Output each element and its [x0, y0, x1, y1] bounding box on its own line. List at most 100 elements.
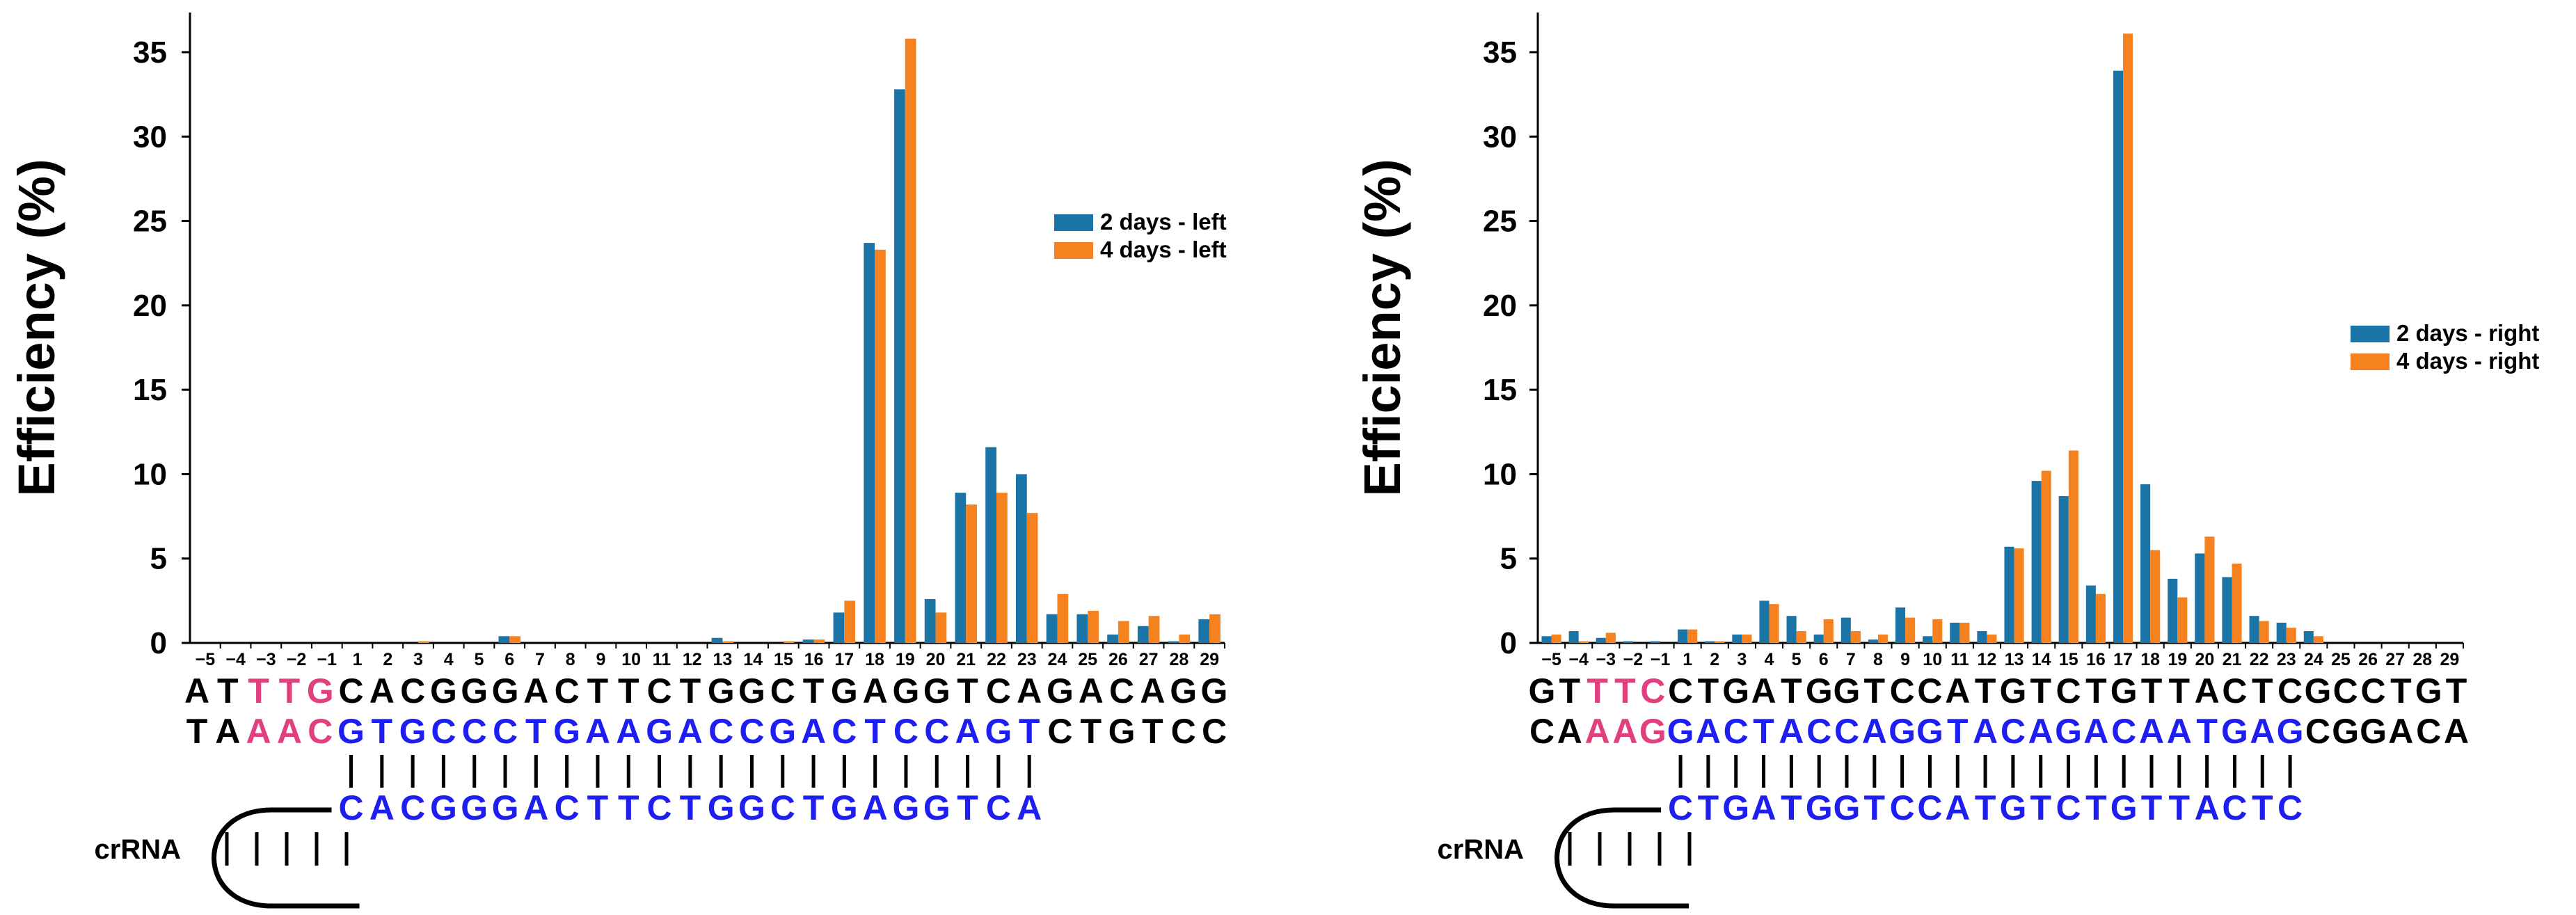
bottom-strand-base: G [769, 712, 796, 751]
bar-series2 [935, 612, 947, 643]
bottom-strand-base: C [893, 712, 919, 751]
bar-series1 [894, 89, 905, 643]
x-tick-label: 14 [743, 650, 763, 669]
top-strand-base: C [2333, 671, 2358, 710]
top-strand-base: T [2030, 671, 2051, 710]
bar-series1 [1046, 614, 1058, 643]
bar-series2 [2259, 621, 2269, 643]
x-tick-label: 13 [2005, 650, 2024, 669]
x-tick-label: −5 [1541, 650, 1561, 669]
x-tick-label: −3 [1596, 650, 1616, 669]
bar-series1 [1541, 636, 1552, 643]
bar-series2 [1877, 634, 1889, 643]
x-tick-label: 26 [1108, 650, 1128, 669]
top-strand-base: T [1559, 671, 1581, 710]
top-strand-base: G [2304, 671, 2331, 710]
bar-series1 [1678, 629, 1688, 643]
crrna-base: G [923, 788, 951, 827]
crrna-base: C [646, 788, 671, 827]
bar-series1 [2004, 546, 2014, 643]
top-strand-base: T [2390, 671, 2412, 710]
x-tick-label: 23 [1017, 650, 1037, 669]
top-strand-base: T [1698, 671, 1719, 710]
top-strand-base: G [1834, 671, 1861, 710]
y-tick-label: 10 [1483, 457, 1517, 491]
crrna-base: A [523, 788, 548, 827]
x-tick-label: −1 [317, 650, 337, 669]
bottom-strand-base: A [616, 712, 641, 751]
x-tick-label: 16 [804, 650, 824, 669]
bottom-strand-base: C [2416, 712, 2441, 751]
top-strand-base: T [248, 671, 269, 710]
crrna-base: A [2195, 788, 2220, 827]
legend-label: 4 days - left [1100, 237, 1227, 262]
top-strand-base: T [680, 671, 701, 710]
bottom-strand-base: C [708, 712, 733, 751]
x-tick-label: 18 [2140, 650, 2160, 669]
top-strand-base: T [2252, 671, 2273, 710]
y-tick-label: 35 [1483, 35, 1517, 70]
bar-series1 [1650, 641, 1661, 643]
bar-series1 [1977, 631, 1987, 643]
top-strand-base: C [1640, 671, 1665, 710]
bar-series2 [1088, 610, 1099, 643]
crrna-base: T [618, 788, 639, 827]
bar-series2 [1769, 604, 1779, 643]
legend-swatch [1054, 242, 1093, 259]
top-strand-base: T [2085, 671, 2107, 710]
bottom-strand-base: G [399, 712, 427, 751]
x-tick-label: 29 [1200, 650, 1219, 669]
bottom-strand-base: T [1019, 712, 1040, 751]
bar-series2 [2232, 563, 2242, 643]
bottom-strand-base: C [739, 712, 764, 751]
top-strand-base: C [2277, 671, 2303, 710]
legend-swatch [1054, 214, 1093, 231]
crrna-label: crRNA [95, 834, 181, 865]
bottom-strand-base: G [553, 712, 580, 751]
bottom-strand-base: T [864, 712, 886, 751]
crrna-base: G [893, 788, 920, 827]
crrna-base: C [2277, 788, 2303, 827]
bar-series1 [1168, 641, 1179, 643]
bar-series1 [711, 637, 723, 643]
x-tick-label: 27 [1139, 650, 1159, 669]
bar-series1 [2031, 481, 2042, 643]
bar-series2 [1026, 513, 1038, 643]
bar-series1 [1732, 634, 1742, 643]
top-strand-base: C [986, 671, 1011, 710]
top-strand-base: T [1975, 671, 1996, 710]
x-tick-label: 15 [2059, 650, 2078, 669]
crrna-base: G [461, 788, 488, 827]
x-tick-label: 10 [1923, 650, 1942, 669]
bottom-strand-base: T [1753, 712, 1774, 751]
top-strand-base: C [2360, 671, 2385, 710]
x-tick-label: 3 [413, 650, 423, 669]
bottom-strand-base: G [337, 712, 365, 751]
x-tick-label: 8 [566, 650, 575, 669]
bar-series2 [783, 641, 795, 643]
x-tick-label: 20 [926, 650, 946, 669]
bar-series1 [833, 612, 845, 643]
bottom-strand-base: A [1585, 712, 1610, 751]
crrna-base: T [2252, 788, 2273, 827]
bar-series2 [1209, 614, 1221, 643]
bar-series1 [864, 243, 875, 643]
bar-series2 [1796, 631, 1806, 643]
bar-series1 [1895, 607, 1906, 643]
x-tick-label: 3 [1737, 650, 1747, 669]
bottom-strand-base: G [2332, 712, 2359, 751]
y-tick-label: 30 [133, 120, 167, 154]
top-strand-base: C [338, 671, 363, 710]
crrna-base: C [400, 788, 425, 827]
bottom-strand-base: C [1047, 712, 1072, 751]
bottom-strand-base: G [1889, 712, 1916, 751]
legend-label: 4 days - right [2396, 348, 2539, 374]
bottom-strand-base: C [2305, 712, 2330, 751]
crrna-base: T [1781, 788, 1802, 827]
top-strand-base: A [2195, 671, 2220, 710]
bottom-strand-base: G [1916, 712, 1943, 751]
bar-series2 [1987, 634, 1997, 643]
bar-series2 [844, 600, 856, 643]
x-tick-label: 29 [2440, 650, 2460, 669]
